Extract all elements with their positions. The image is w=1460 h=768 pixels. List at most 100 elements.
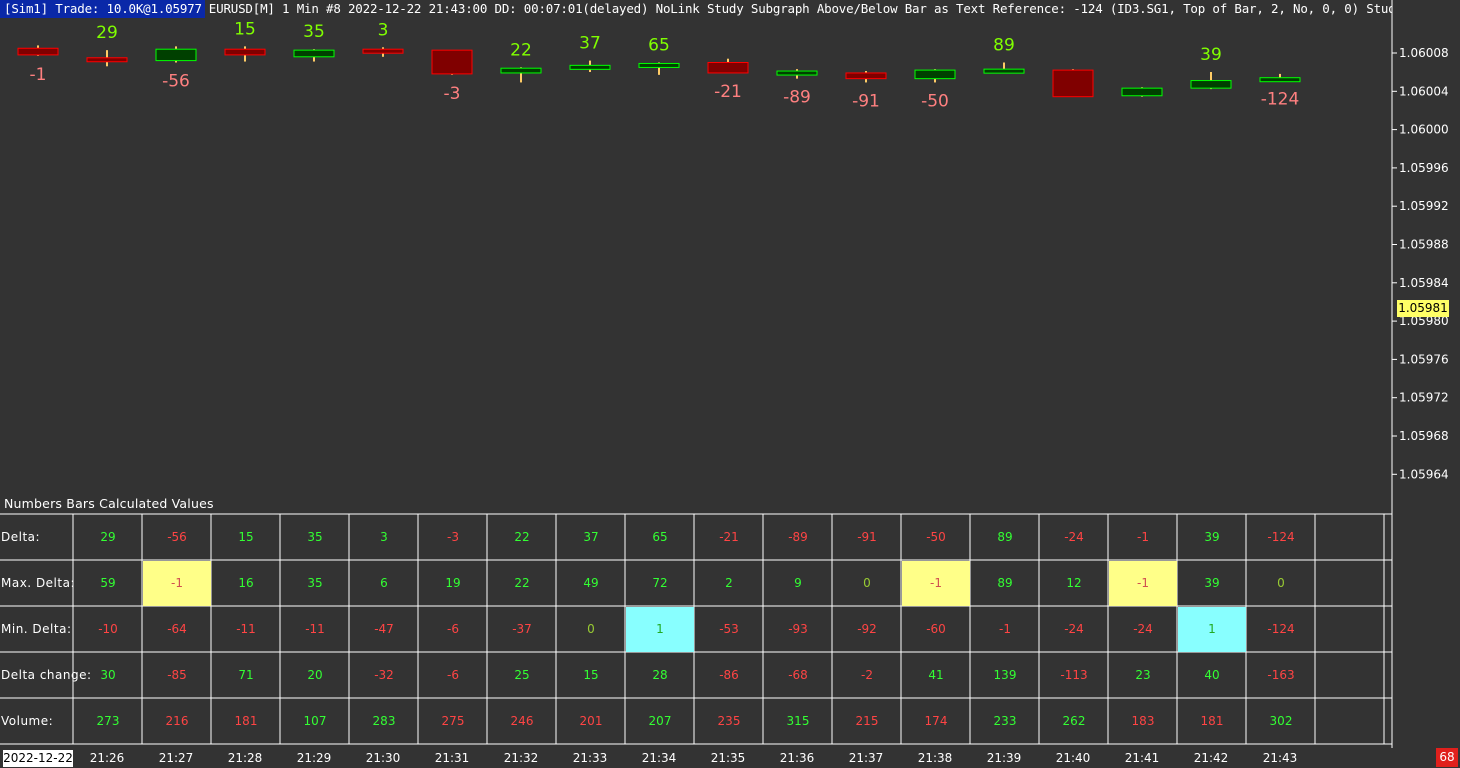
table-cell: 40 xyxy=(1204,668,1219,682)
candle-body xyxy=(86,57,128,63)
candle-body xyxy=(983,68,1025,74)
table-cell: 201 xyxy=(580,714,603,728)
candle-body xyxy=(17,47,59,56)
delta-label: 37 xyxy=(579,34,601,54)
table-cell: -21 xyxy=(719,530,739,544)
table-cell: 35 xyxy=(307,576,322,590)
delta-label-layer: -1 29 -56 15 35 3 -3 22 37 65 -21 -89 -91 -50 89 39 -124 xyxy=(30,19,1300,111)
table-cell: 20 xyxy=(307,668,322,682)
price-tick-label: 1.05972 xyxy=(1399,391,1449,405)
price-tick-label: 1.06004 xyxy=(1399,84,1449,98)
table-cell: -68 xyxy=(788,668,808,682)
candle-body xyxy=(1121,87,1163,97)
table-cell: 89 xyxy=(997,530,1012,544)
table-cell: -92 xyxy=(857,622,877,636)
table-cell: 1 xyxy=(656,622,664,636)
alert-count-badge[interactable]: 68 xyxy=(1436,748,1458,767)
price-tick-label: 1.05968 xyxy=(1399,429,1449,443)
candle-layer xyxy=(17,47,1301,98)
table-cell: -50 xyxy=(926,530,946,544)
table-cell: 6 xyxy=(380,576,388,590)
time-tick-label: 21:27 xyxy=(159,751,194,765)
date-label: 2022-12-22 xyxy=(3,750,73,767)
table-cell: -85 xyxy=(167,668,187,682)
table-cell: 39 xyxy=(1204,530,1219,544)
time-tick-label: 21:33 xyxy=(573,751,608,765)
table-cell: -89 xyxy=(788,530,808,544)
price-tick-label: 1.05964 xyxy=(1399,467,1449,481)
table-cell: 59 xyxy=(100,576,115,590)
table-cell: 25 xyxy=(514,668,529,682)
table-cell: -124 xyxy=(1267,530,1294,544)
table-cell: 22 xyxy=(514,530,529,544)
time-tick-label: 21:35 xyxy=(711,751,746,765)
price-tick-label: 1.05976 xyxy=(1399,352,1449,366)
table-cell: 174 xyxy=(925,714,948,728)
table-cell: -6 xyxy=(447,622,459,636)
table-cell: 273 xyxy=(97,714,120,728)
table-cell: -93 xyxy=(788,622,808,636)
table-cell: 139 xyxy=(994,668,1017,682)
candle-body xyxy=(914,69,956,80)
table-cell: -11 xyxy=(305,622,325,636)
time-tick-label: 21:30 xyxy=(366,751,401,765)
sim-trade-badge[interactable]: [Sim1] Trade: 10.0K@1.05977 xyxy=(0,0,205,18)
time-tick-label: 21:31 xyxy=(435,751,470,765)
candle-body xyxy=(707,62,749,74)
time-tick-label: 21:42 xyxy=(1194,751,1229,765)
delta-label: 29 xyxy=(96,23,118,43)
time-tick-label: 21:26 xyxy=(90,751,125,765)
table-cell: 37 xyxy=(583,530,598,544)
delta-label: -124 xyxy=(1261,90,1300,110)
table-cell: 181 xyxy=(1201,714,1224,728)
grid-layer xyxy=(0,0,1393,748)
table-cell: 23 xyxy=(1135,668,1150,682)
candle-body xyxy=(1190,80,1232,89)
table-cell: -2 xyxy=(861,668,873,682)
table-cell: -163 xyxy=(1267,668,1294,682)
table-cell: 0 xyxy=(1277,576,1285,590)
time-tick-label: 21:39 xyxy=(987,751,1022,765)
table-cell: 0 xyxy=(863,576,871,590)
time-tick-label: 21:34 xyxy=(642,751,677,765)
table-cell-highlight xyxy=(1109,561,1177,606)
time-axis[interactable]: 21:2521:2621:2721:2821:2921:3021:3121:32… xyxy=(21,751,1298,765)
table-cell: 246 xyxy=(511,714,534,728)
table-row-label: Volume: xyxy=(1,714,53,728)
table-cell: 29 xyxy=(100,530,115,544)
price-tick-label: 1.06008 xyxy=(1399,46,1449,60)
values-table: Delta: 29 -56 15 35 3 -3 22 37 65 -21 -89 -91 -50 89 -2… xyxy=(0,514,1392,745)
table-cell: 16 xyxy=(238,576,253,590)
candle-body xyxy=(155,48,197,62)
time-tick-label: 21:36 xyxy=(780,751,815,765)
table-cell: 235 xyxy=(718,714,741,728)
table-row-label: Delta: xyxy=(1,530,40,544)
table-cell: 302 xyxy=(1270,714,1293,728)
table-cell: 315 xyxy=(787,714,810,728)
table-cell: -113 xyxy=(1060,668,1087,682)
candle-body xyxy=(569,64,611,70)
price-tick-label: 1.06000 xyxy=(1399,123,1449,137)
delta-label: -21 xyxy=(714,82,742,102)
table-cell: 72 xyxy=(652,576,667,590)
table-cell: -24 xyxy=(1064,530,1084,544)
price-axis[interactable]: 1.06008 1.06004 1.06000 1.05996 1.05992 1.059… xyxy=(1392,46,1449,481)
delta-label: 89 xyxy=(993,36,1015,56)
table-cell: 15 xyxy=(583,668,598,682)
table-cell: 181 xyxy=(235,714,258,728)
table-cell: 207 xyxy=(649,714,672,728)
table-cell-highlight xyxy=(902,561,970,606)
candle-body xyxy=(776,70,818,76)
table-cell: 1 xyxy=(1208,622,1216,636)
table-cell: 49 xyxy=(583,576,598,590)
table-cell: -3 xyxy=(447,530,459,544)
candle-body xyxy=(1259,77,1301,83)
time-tick-label: 21:28 xyxy=(228,751,263,765)
table-cell: 22 xyxy=(514,576,529,590)
table-cell: -11 xyxy=(236,622,256,636)
candle-body xyxy=(638,62,680,68)
table-cell: -1 xyxy=(171,576,183,590)
table-cell: -60 xyxy=(926,622,946,636)
table-cell: 283 xyxy=(373,714,396,728)
